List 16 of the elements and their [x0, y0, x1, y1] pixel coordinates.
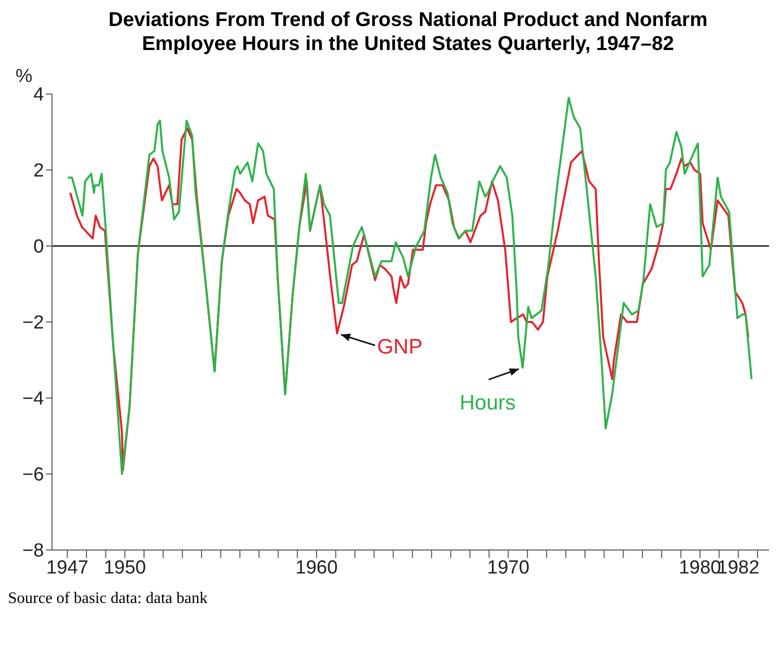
- x-tick-label: 1970: [487, 557, 530, 578]
- y-tick-label: −8: [22, 540, 44, 562]
- series-label: Hours: [460, 392, 516, 415]
- y-tick-label: −4: [22, 388, 44, 410]
- y-tick-label: −6: [22, 464, 44, 486]
- y-tick-label: −2: [22, 312, 44, 334]
- y-tick-label: 4: [33, 84, 44, 106]
- x-tick-label: 1960: [295, 557, 338, 578]
- x-tick-label: 1950: [104, 557, 146, 578]
- x-tick-label: 1947: [46, 557, 88, 578]
- source-note: Source of basic data: data bank: [8, 590, 208, 608]
- y-axis-title: %: [16, 66, 33, 87]
- series-label: GNP: [377, 335, 423, 358]
- y-tick-label: 2: [33, 160, 44, 182]
- y-tick-label: 0: [33, 236, 44, 258]
- chart-title: Deviations From Trend of Gross National Product and Nonfarm Employee Hours in the United States Quarterly, 1947–82: [108, 8, 708, 56]
